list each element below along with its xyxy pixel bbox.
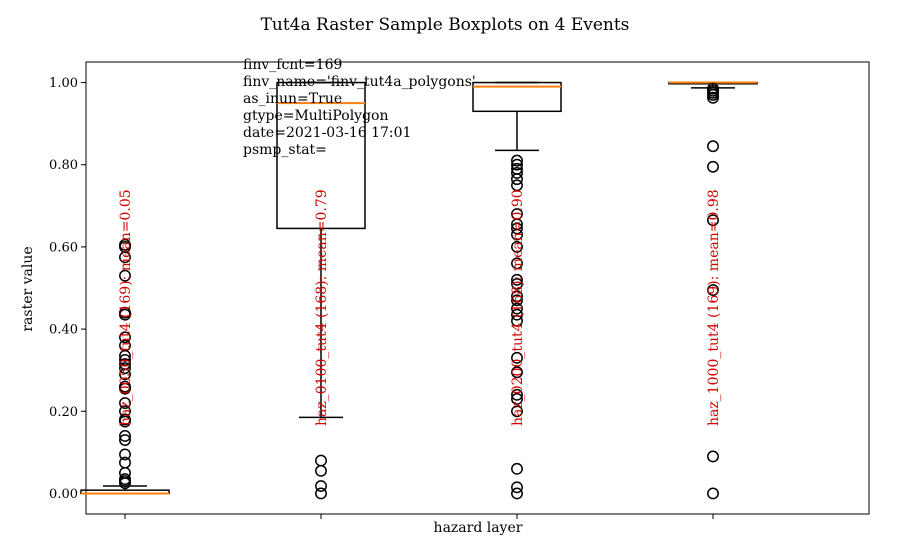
outlier-point xyxy=(511,273,523,286)
outlier-point xyxy=(119,339,131,352)
metadata-annotation: finv_fcnt=169finv_name='finv_tut4a_polyg… xyxy=(243,57,476,158)
mean-annotation: haz_0200_tut4 (168): mean=0.90 xyxy=(510,189,526,426)
outlier-point xyxy=(511,462,523,475)
boxes-layer: haz_0050_tut4 (169): mean=0.05 haz_0100_t… xyxy=(80,81,758,500)
chart-title: Tut4a Raster Sample Boxplots on 4 Events xyxy=(261,15,630,35)
outlier-point xyxy=(315,487,327,500)
outlier-point xyxy=(511,302,523,315)
box-iqr xyxy=(276,81,366,230)
y-tick-label: 0.60 xyxy=(49,240,78,255)
outlier-point xyxy=(707,160,719,173)
metadata-line: psmp_stat= xyxy=(243,142,327,158)
mean-annotation: haz_0100_tut4 (168): mean=0.79 xyxy=(314,189,330,426)
outlier-point xyxy=(119,405,131,418)
outlier-point xyxy=(511,314,523,327)
x-axis-label: hazard layer xyxy=(434,520,523,536)
outlier-point xyxy=(511,208,523,220)
outlier-point xyxy=(707,450,719,463)
outlier-point xyxy=(511,154,523,167)
mean-annotation: haz_1000_tut4 (169): mean=0.98 xyxy=(706,189,722,426)
box-group: haz_0100_tut4 (168): mean=0.79 xyxy=(276,81,366,500)
outlier-point xyxy=(119,380,131,393)
outlier-point xyxy=(511,487,523,500)
outlier-point xyxy=(511,392,523,405)
outlier-point xyxy=(511,351,523,364)
outlier-point xyxy=(511,173,523,186)
outlier-point xyxy=(511,257,523,270)
outlier-point xyxy=(315,454,327,467)
box-group: haz_0200_tut4 (168): mean=0.90 xyxy=(472,81,562,500)
outlier-point xyxy=(119,456,131,469)
outlier-point xyxy=(511,366,523,379)
outlier-point xyxy=(119,434,131,446)
x-axis xyxy=(124,514,714,519)
outlier-point xyxy=(511,388,523,401)
metadata-line: date=2021-03-16 17:01 xyxy=(243,125,411,141)
outlier-point xyxy=(119,306,131,319)
outlier-point xyxy=(707,140,719,153)
y-axis: 0.00 0.20 0.40 0.60 0.80 1.00 xyxy=(49,76,86,502)
y-tick-label: 0.40 xyxy=(49,323,78,338)
box-group: haz_0050_tut4 (169): mean=0.05 xyxy=(80,189,170,495)
outlier-point xyxy=(707,82,719,95)
outlier-point xyxy=(119,413,131,426)
box-iqr xyxy=(472,81,562,113)
y-tick-label: 0.80 xyxy=(49,158,78,173)
outlier-point xyxy=(119,358,131,370)
mean-annotation: haz_0050_tut4 (169): mean=0.05 xyxy=(118,189,134,426)
outlier-point xyxy=(511,405,523,418)
metadata-line: finv_fcnt=169 xyxy=(243,57,342,73)
y-tick-label: 0.20 xyxy=(49,405,78,420)
outlier-point xyxy=(707,284,719,297)
outlier-point xyxy=(511,277,523,290)
outlier-point xyxy=(511,481,523,494)
metadata-line: gtype=MultiPolygon xyxy=(243,108,388,124)
outlier-point xyxy=(119,473,131,486)
outlier-point xyxy=(119,397,131,410)
outlier-point xyxy=(511,308,523,321)
outlier-point xyxy=(119,269,131,282)
outlier-point xyxy=(119,429,131,442)
outlier-point xyxy=(511,240,523,253)
outlier-point xyxy=(511,222,523,235)
outlier-point xyxy=(511,166,523,179)
outlier-point xyxy=(119,448,131,461)
metadata-line: finv_name='finv_tut4a_polygons' xyxy=(243,74,476,90)
outlier-point xyxy=(511,290,523,303)
outlier-point xyxy=(707,214,719,227)
y-tick-label: 1.00 xyxy=(49,76,78,91)
y-axis-label: raster value xyxy=(20,246,36,331)
outlier-point xyxy=(119,331,131,344)
metadata-line: as_inun=True xyxy=(243,91,342,107)
outlier-point xyxy=(119,362,131,375)
outlier-point xyxy=(315,480,327,493)
outlier-point xyxy=(119,353,131,366)
outlier-point xyxy=(511,162,523,175)
outlier-point xyxy=(315,464,327,477)
y-tick-label: 0.00 xyxy=(49,487,78,502)
outlier-point xyxy=(511,158,523,171)
outlier-point xyxy=(511,179,523,192)
outlier-point xyxy=(511,294,523,307)
outlier-point xyxy=(707,487,719,500)
box-group: haz_1000_tut4 (169): mean=0.98 xyxy=(668,81,758,500)
outlier-point xyxy=(119,238,131,251)
plot-area-frame xyxy=(85,61,870,515)
